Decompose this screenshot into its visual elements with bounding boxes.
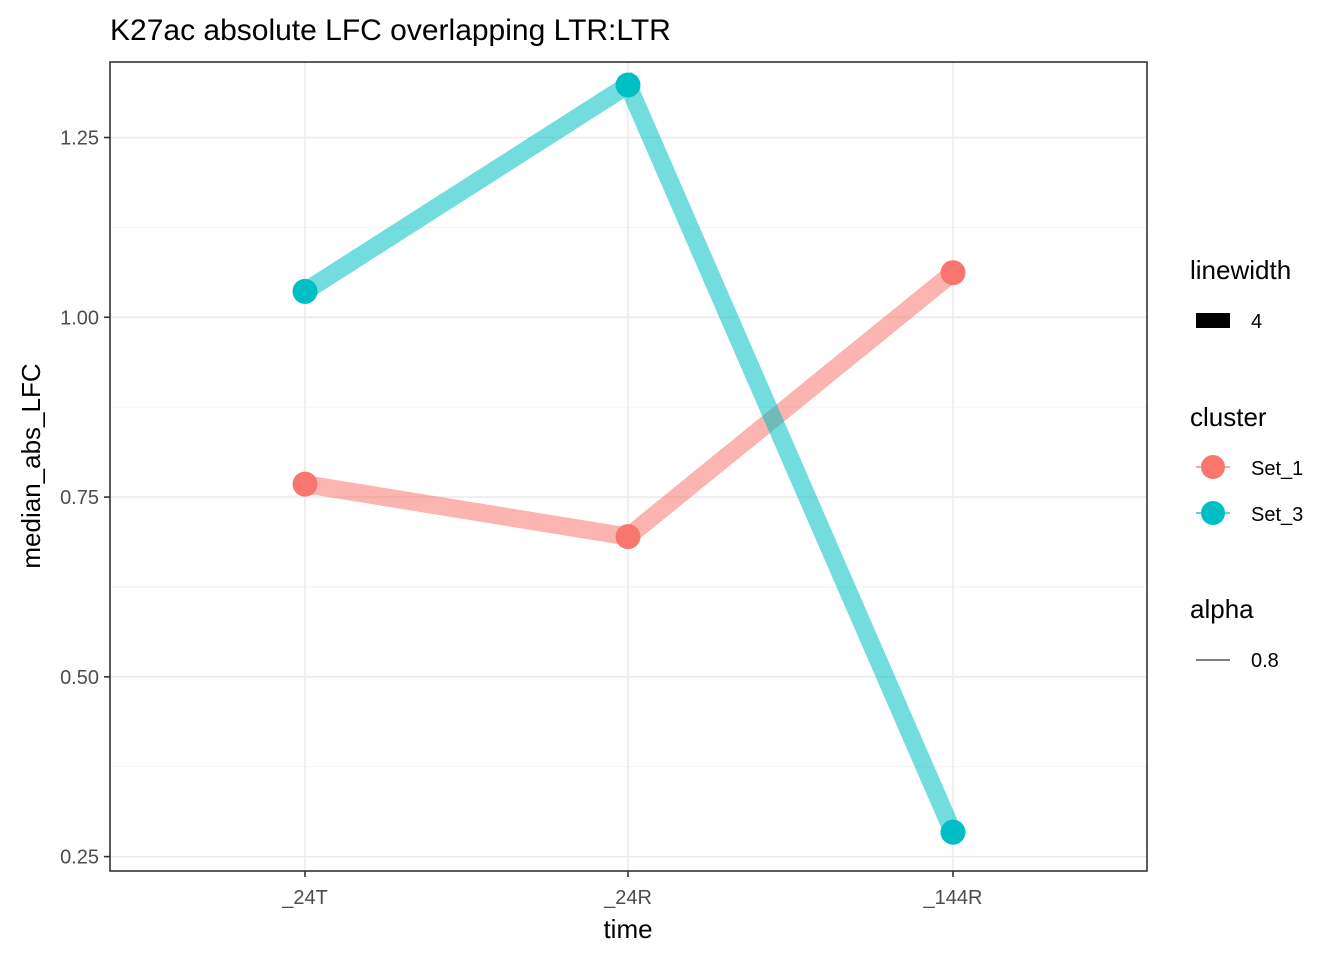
legend-set3-key-point <box>1201 501 1225 525</box>
point-set-1-24r <box>615 524 641 550</box>
point-set-1-144r <box>940 260 966 286</box>
legend-set1-label: Set_1 <box>1251 458 1303 480</box>
point-set-3-24r <box>615 72 641 98</box>
legend-linewidth-label: 4 <box>1251 311 1262 333</box>
point-set-3-24t <box>292 278 318 304</box>
legend: linewidth 4 cluster Set_1 Set_3 alpha 0.… <box>1190 255 1303 672</box>
y-axis-title: median_abs_LFC <box>16 363 46 568</box>
legend-alpha-title: alpha <box>1190 594 1254 624</box>
legend-cluster-title: cluster <box>1190 402 1267 432</box>
legend-alpha-label: 0.8 <box>1251 650 1279 672</box>
x-tick-label: _24T <box>281 887 328 909</box>
plot-panel <box>109 61 1148 872</box>
point-set-1-24t <box>292 471 318 497</box>
legend-set1-key-point <box>1201 455 1225 479</box>
x-tick-label: _24R <box>603 887 652 909</box>
series-points <box>292 72 966 845</box>
y-tick-label: 1.25 <box>60 128 99 150</box>
legend-linewidth-title: linewidth <box>1190 255 1291 285</box>
y-tick-label: 1.00 <box>60 307 99 329</box>
y-tick-label: 0.25 <box>60 847 99 869</box>
x-axis-title: time <box>603 914 652 944</box>
legend-linewidth-key <box>1196 313 1230 328</box>
x-tick-label: _144R <box>923 887 983 909</box>
x-axis: _24T _24R _144R <box>281 871 982 909</box>
y-tick-label: 0.75 <box>60 487 99 509</box>
point-set-3-144r <box>940 819 966 845</box>
chart-title: K27ac absolute LFC overlapping LTR:LTR <box>110 14 671 47</box>
legend-set3-label: Set_3 <box>1251 504 1303 526</box>
y-axis: 0.25 0.50 0.75 1.00 1.25 <box>60 128 110 869</box>
y-tick-label: 0.50 <box>60 667 99 689</box>
grid-major <box>110 62 1147 871</box>
